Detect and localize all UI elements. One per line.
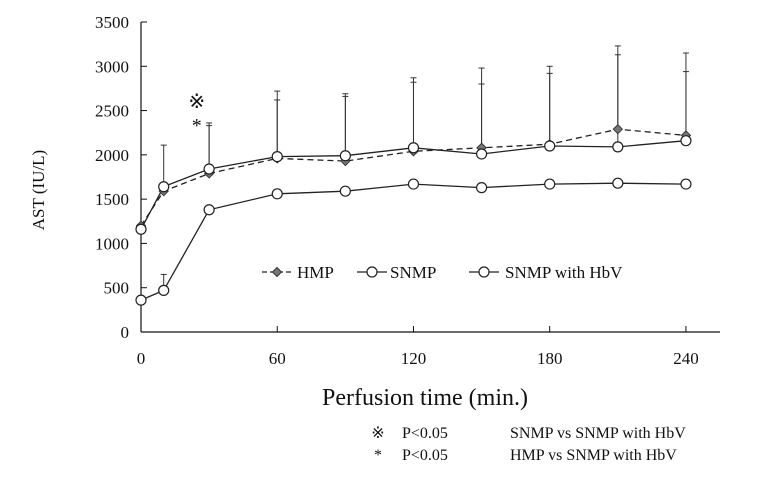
legend-swatch-marker bbox=[366, 266, 378, 278]
data-point bbox=[612, 141, 624, 153]
y-tick-label: 500 bbox=[104, 279, 130, 298]
note-row: * P<0.05 HMP vs SNMP with HbV bbox=[374, 447, 677, 464]
series-line-1 bbox=[140, 140, 686, 230]
data-point bbox=[158, 284, 170, 296]
data-point bbox=[612, 123, 624, 135]
error-bar bbox=[274, 99, 281, 157]
note-symbol: ※ bbox=[371, 425, 384, 442]
note-comparison: SNMP vs SNMP with HbV bbox=[510, 425, 686, 442]
series-line-2 bbox=[140, 182, 686, 301]
note-p-value: P<0.05 bbox=[402, 447, 448, 464]
note-p-value: P<0.05 bbox=[402, 425, 448, 442]
error-bar bbox=[478, 83, 485, 154]
error-bar bbox=[160, 144, 167, 187]
legend-swatch-marker bbox=[271, 266, 283, 278]
series-layer bbox=[140, 128, 686, 301]
data-point bbox=[203, 163, 215, 175]
data-point bbox=[203, 204, 215, 216]
data-point bbox=[475, 148, 488, 160]
data-point bbox=[544, 140, 556, 152]
legend-item: HMP bbox=[262, 263, 334, 282]
x-tick-label: 180 bbox=[537, 349, 563, 368]
data-point bbox=[271, 151, 283, 163]
data-point bbox=[475, 182, 488, 194]
annotations: ※* bbox=[188, 91, 205, 137]
error-bar bbox=[682, 71, 689, 141]
legend-label: HMP bbox=[297, 263, 334, 282]
data-point bbox=[407, 178, 420, 190]
legend-label: SNMP with HbV bbox=[505, 263, 623, 282]
data-point bbox=[407, 142, 420, 154]
x-axis-label: Perfusion time (min.) bbox=[322, 385, 528, 411]
series-line-0 bbox=[140, 128, 686, 227]
data-point bbox=[680, 178, 692, 190]
axes: 0 500 1000 1500 2000 2500 3000 3500 0 60 120 180 240 bbox=[95, 13, 720, 368]
y-tick-label: 1500 bbox=[95, 190, 129, 209]
error-bar bbox=[410, 81, 417, 148]
legend-item: SNMP with HbV bbox=[469, 263, 623, 282]
data-point bbox=[135, 223, 147, 235]
legend: HMP SNMP SNMP with HbV bbox=[262, 263, 623, 282]
significance-mark: ※ bbox=[188, 91, 205, 113]
legend-swatch-marker bbox=[478, 266, 490, 278]
y-tick-label: 1000 bbox=[95, 234, 129, 253]
note-row: ※ P<0.05 SNMP vs SNMP with HbV bbox=[371, 425, 686, 442]
y-axis-label: AST (IU/L) bbox=[29, 150, 48, 230]
note-symbol: * bbox=[374, 447, 382, 464]
note-comparison: HMP vs SNMP with HbV bbox=[510, 447, 677, 464]
data-point bbox=[339, 185, 351, 197]
data-point bbox=[339, 150, 351, 162]
y-tick-label: 2000 bbox=[95, 146, 129, 165]
legend-label: SNMP bbox=[390, 263, 436, 282]
x-tick-label: 240 bbox=[673, 349, 699, 368]
legend-item: SNMP bbox=[357, 263, 436, 282]
markers-layer bbox=[135, 123, 692, 306]
x-tick-label: 0 bbox=[137, 349, 146, 368]
y-tick-label: 3500 bbox=[95, 13, 129, 32]
y-tick-label: 2500 bbox=[95, 102, 129, 121]
data-point bbox=[135, 294, 147, 306]
data-point bbox=[544, 178, 556, 190]
error-bar bbox=[546, 72, 553, 146]
y-tick-label: 0 bbox=[121, 323, 130, 342]
error-bar bbox=[342, 95, 349, 156]
error-bar bbox=[206, 122, 213, 170]
y-tick-label: 3000 bbox=[95, 57, 129, 76]
data-point bbox=[612, 177, 624, 189]
data-point bbox=[271, 188, 283, 200]
data-point bbox=[158, 181, 170, 193]
x-tick-label: 120 bbox=[401, 349, 427, 368]
significance-notes: ※ P<0.05 SNMP vs SNMP with HbV * P<0.05 HMP v… bbox=[371, 425, 686, 464]
x-tick-label: 60 bbox=[269, 349, 286, 368]
error-bars bbox=[160, 45, 689, 291]
data-point bbox=[680, 135, 692, 147]
significance-mark: * bbox=[192, 115, 202, 137]
